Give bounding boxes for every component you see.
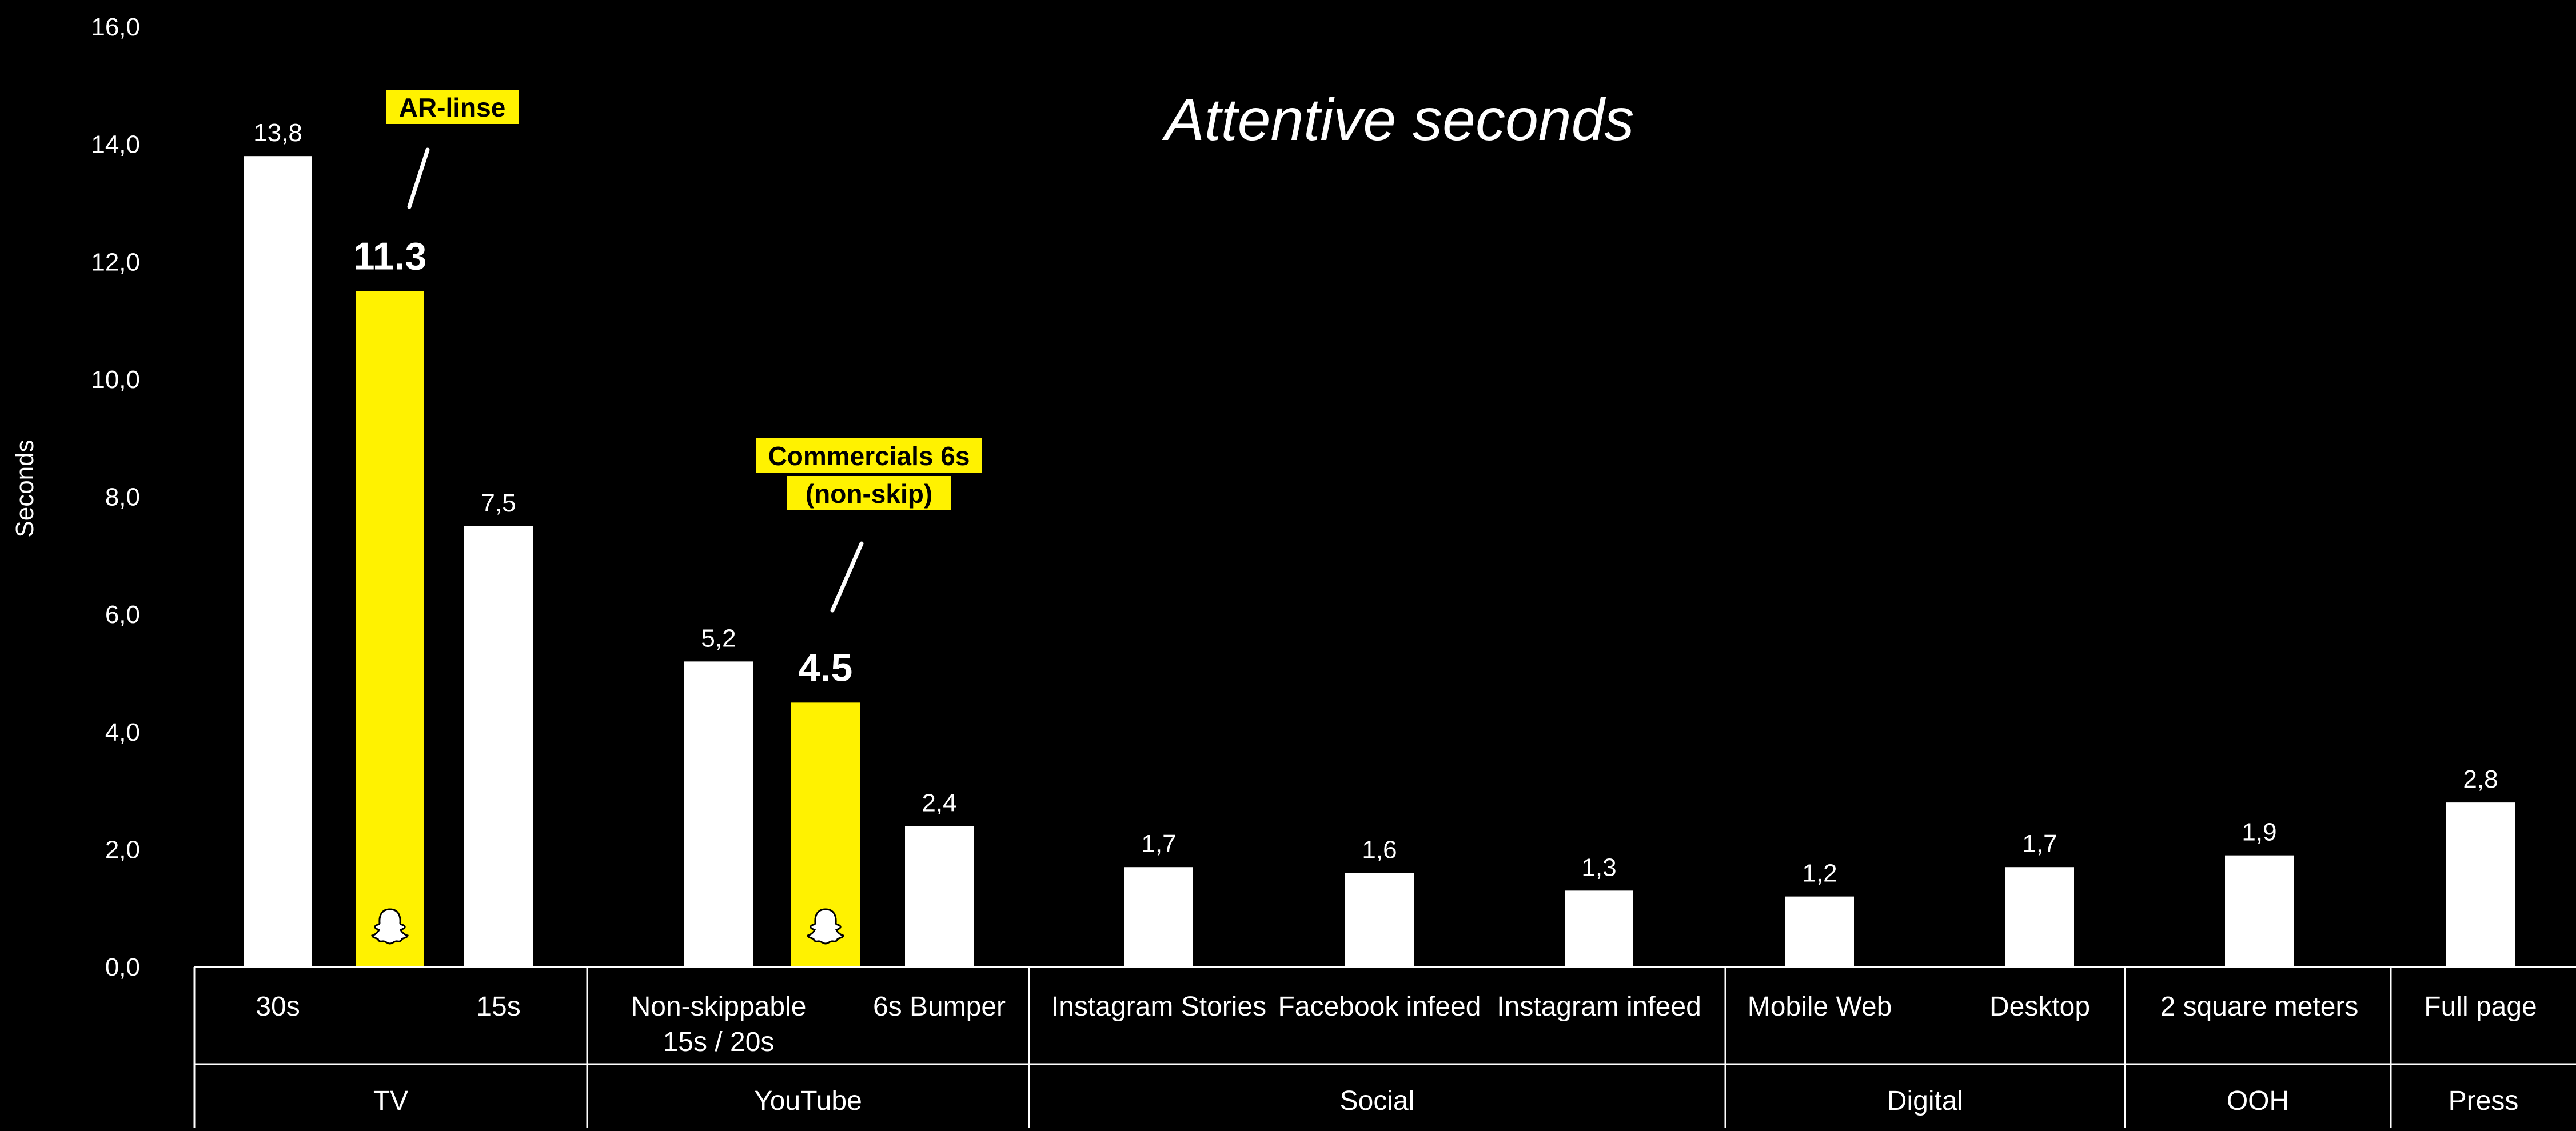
x-category-label: Desktop (1989, 992, 2090, 1022)
x-category-label: Non-skippable 15s / 20s (631, 992, 807, 1057)
x-group-label: Social (1340, 1086, 1415, 1116)
bar-value-label: 1,9 (2242, 818, 2276, 846)
x-category-label: Instagram Stories (1051, 992, 1266, 1022)
x-axis: 30s 15s TV Non-skippable 15s / 20s 6s Bumper Y… (193, 966, 2576, 1128)
annotation: Commercials 6s (non-skip) (756, 438, 982, 613)
annotation-highlight (386, 90, 519, 124)
x-category-label: 6s Bumper (873, 992, 1006, 1022)
annotations: AR-linse Commercials 6s (non-skip) (386, 90, 982, 613)
y-axis-ticks: 0,0 2,0 4,0 6,0 8,0 10,0 12,0 14,0 16,0 (91, 13, 140, 981)
annotation-text: (non-skip) (806, 479, 932, 509)
snapchat-ghost-icon (807, 908, 844, 945)
bar (905, 826, 974, 967)
x-category-label: Mobile Web (1748, 992, 1892, 1022)
y-tick-label: 14,0 (91, 131, 140, 159)
bar-value-label: 2,8 (2463, 765, 2498, 793)
y-axis-label: Seconds (11, 439, 39, 537)
annotation-highlight (787, 476, 951, 510)
bar-value-label: 11.3 (353, 235, 427, 278)
y-tick-label: 4,0 (105, 718, 140, 746)
x-group-label: Digital (1887, 1086, 1963, 1116)
bar-value-label: 13,8 (253, 119, 302, 147)
bar-value-label: 1,7 (2022, 830, 2057, 858)
x-group-label: OOH (2227, 1086, 2289, 1116)
y-tick-label: 12,0 (91, 248, 140, 276)
bar (2005, 867, 2074, 967)
annotation-text: AR-linse (399, 93, 506, 122)
bar (1345, 873, 1414, 967)
annotation-leader-line (407, 147, 430, 209)
bar-value-label: 1,3 (1581, 853, 1616, 881)
bar (244, 156, 312, 967)
y-tick-label: 10,0 (91, 366, 140, 394)
chart-title: Attentive seconds (1162, 87, 1634, 153)
bar-value-label: 5,2 (701, 624, 736, 652)
y-tick-label: 8,0 (105, 483, 140, 511)
bar (1565, 890, 1633, 967)
bar-value-label: 1,7 (1141, 830, 1176, 858)
bar (2446, 802, 2515, 967)
annotation: AR-linse (386, 90, 519, 209)
bar (1785, 896, 1854, 967)
x-group-label: TV (373, 1086, 408, 1116)
annotation-leader-line (830, 541, 864, 613)
annotation-text: Commercials 6s (768, 441, 970, 471)
y-tick-label: 0,0 (105, 953, 140, 981)
y-tick-label: 6,0 (105, 601, 140, 629)
bars: 13,8 11.3 7,5 5,2 4.5 2,4 1,7 1,6 1,3 1,2 1,7 1,9 2,… (244, 119, 2515, 967)
x-category-label: Facebook infeed (1278, 992, 1481, 1022)
y-tick-label: 16,0 (91, 13, 140, 41)
bar-value-label: 7,5 (481, 489, 516, 517)
x-category-label: Instagram infeed (1497, 992, 1701, 1022)
x-category-label: Full page (2424, 992, 2537, 1022)
x-group-label: Press (2449, 1086, 2519, 1116)
x-category-label: 30s (256, 992, 300, 1022)
y-tick-label: 2,0 (105, 836, 140, 864)
annotation-highlight (756, 438, 982, 473)
x-category-label: 15s (476, 992, 520, 1022)
bar-value-label: 2,4 (922, 789, 956, 817)
bar-highlight (356, 291, 424, 967)
bar (684, 661, 753, 967)
bar (2225, 855, 2294, 967)
snapchat-ghost-icon (371, 908, 409, 945)
bar-value-label: 1,6 (1362, 836, 1397, 864)
bar-value-label: 1,2 (1802, 860, 1837, 888)
bar (464, 526, 533, 967)
x-group-label: YouTube (754, 1086, 862, 1116)
bar (1124, 867, 1193, 967)
x-category-label: 2 square meters (2160, 992, 2359, 1022)
bar-value-label: 4.5 (799, 646, 853, 689)
